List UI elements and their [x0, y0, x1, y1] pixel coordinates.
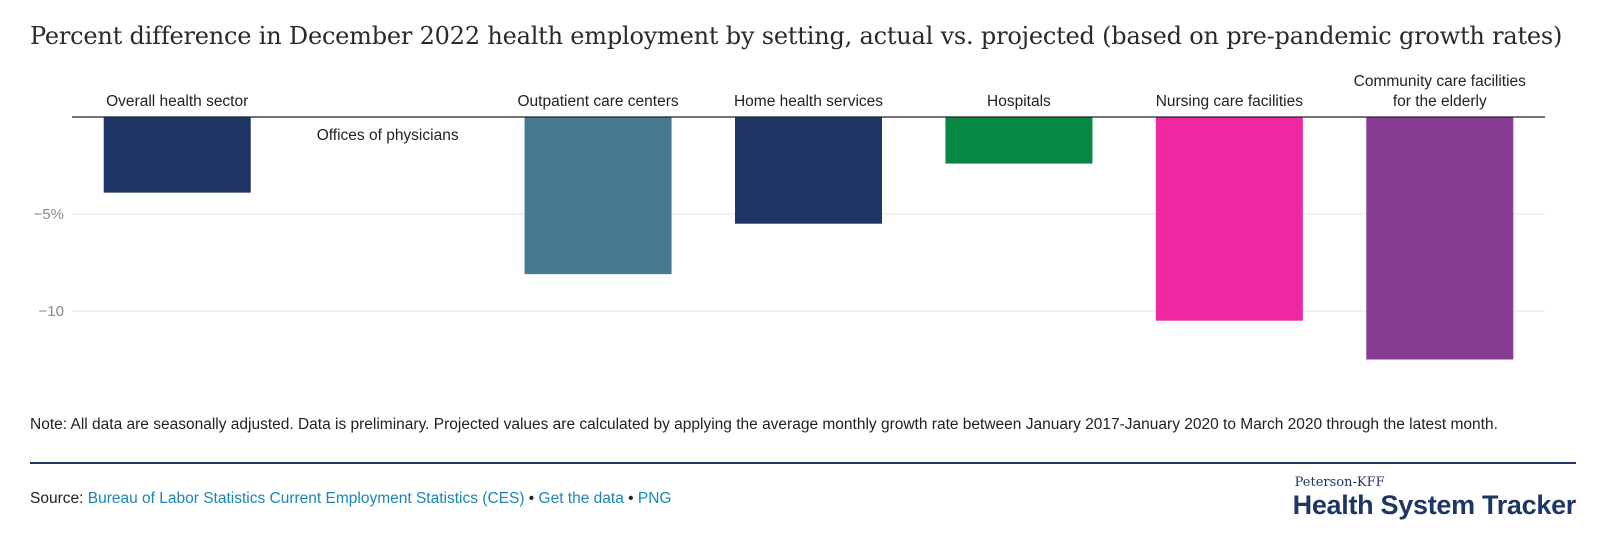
bar-chart: −5% −10 Overall health sector Offices of ph… — [34, 73, 1545, 360]
category-label: Home health services — [734, 93, 883, 110]
bar[interactable] — [945, 117, 1093, 164]
bar[interactable] — [1155, 117, 1303, 321]
brand-logo[interactable]: Peterson-KFF Health System Tracker — [1292, 475, 1577, 520]
bar[interactable] — [524, 117, 672, 275]
y-tick-label: −5% — [34, 206, 64, 223]
brand-top-text: Peterson-KFF — [1294, 475, 1385, 490]
source-separator: • — [524, 490, 539, 507]
chart-title: Percent difference in December 2022 heal… — [30, 22, 1563, 50]
y-tick-label: −10 — [39, 303, 64, 320]
source-link-bls[interactable]: Bureau of Labor Statistics Current Emplo… — [87, 490, 525, 507]
category-label: Offices of physicians — [317, 127, 459, 144]
source-line: Source: Bureau of Labor Statistics Curre… — [30, 490, 671, 508]
category-label: Overall health sector — [106, 93, 248, 110]
brand-main-text: Health System Tracker — [1292, 490, 1577, 520]
category-label: for the elderly — [1393, 93, 1487, 110]
chart-note: Note: All data are seasonally adjusted. … — [30, 416, 1498, 433]
source-separator: • — [623, 490, 638, 507]
png-link[interactable]: PNG — [637, 490, 672, 507]
bar[interactable] — [1366, 117, 1514, 360]
category-label: Community care facilities — [1354, 73, 1527, 90]
category-label: Nursing care facilities — [1156, 93, 1304, 110]
category-label: Outpatient care centers — [518, 93, 679, 110]
divider — [30, 462, 1576, 464]
bar[interactable] — [735, 117, 882, 224]
bar[interactable] — [103, 117, 251, 193]
source-label: Source: — [30, 490, 84, 507]
category-label: Hospitals — [987, 93, 1051, 110]
get-data-link[interactable]: Get the data — [538, 490, 624, 507]
